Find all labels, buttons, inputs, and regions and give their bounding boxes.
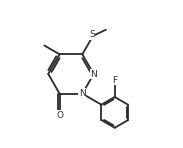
Text: F: F <box>112 76 117 85</box>
Text: N: N <box>79 89 86 98</box>
Text: N: N <box>90 70 97 78</box>
Text: O: O <box>56 111 63 120</box>
Text: S: S <box>89 30 95 39</box>
